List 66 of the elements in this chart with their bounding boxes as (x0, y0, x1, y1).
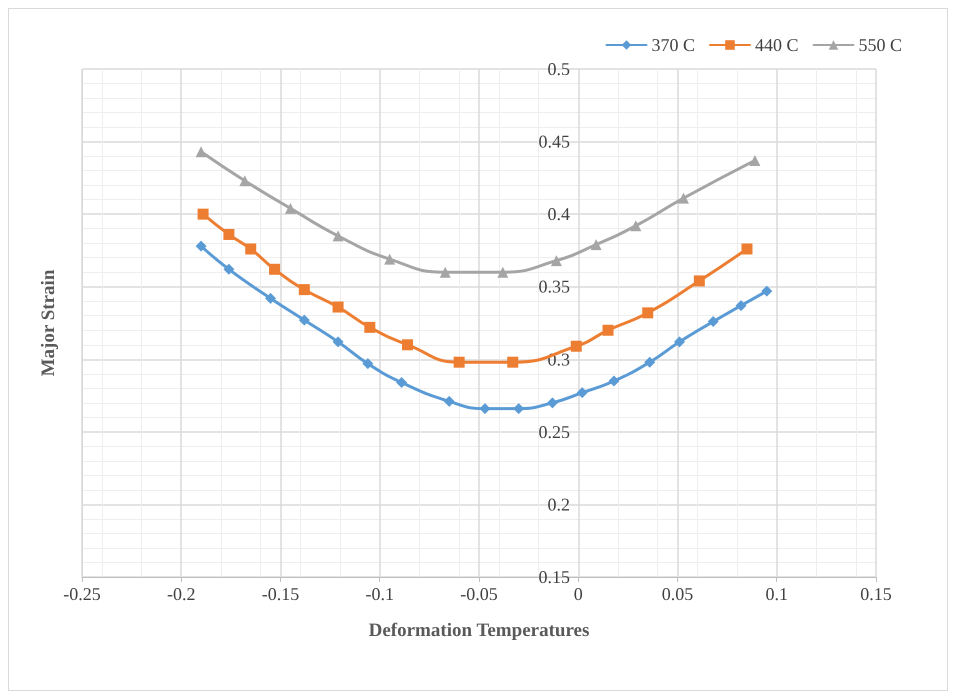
point (196, 240, 207, 252)
x-tick-label: -0.15 (262, 584, 300, 604)
point (454, 356, 465, 368)
point (396, 377, 408, 388)
point (332, 230, 344, 242)
point (223, 228, 234, 240)
y-tick-label: 0.45 (538, 132, 570, 152)
point (576, 387, 588, 398)
x-tick-label: -0.1 (366, 584, 394, 604)
point (440, 266, 451, 278)
y-tick-label: 0.25 (538, 422, 570, 442)
y-tick-label: 0.2 (548, 494, 570, 514)
point (741, 243, 752, 254)
x-tick-label: 0.05 (662, 584, 694, 604)
point (678, 192, 689, 204)
point (196, 146, 207, 158)
point (608, 376, 620, 387)
point (444, 396, 455, 407)
x-axis-title: Deformation Temperatures (368, 620, 590, 641)
point (402, 339, 414, 350)
point (245, 243, 256, 254)
point (630, 220, 642, 232)
point (590, 239, 602, 250)
legend-label: 550 C (858, 35, 902, 55)
point (223, 264, 234, 275)
point (674, 336, 685, 348)
point (384, 254, 396, 265)
point (298, 284, 310, 296)
y-tick-label: 0.15 (538, 567, 570, 587)
point (708, 316, 719, 328)
point (507, 356, 518, 368)
point (550, 255, 562, 266)
point (642, 307, 654, 318)
legend-label: 370 C (651, 35, 695, 55)
y-axis-title: Major Strain (38, 269, 59, 376)
point (602, 324, 614, 336)
point (694, 275, 705, 286)
point (332, 302, 344, 313)
x-tick-label: -0.05 (460, 584, 498, 604)
point (736, 300, 747, 312)
x-tick-label: 0 (574, 584, 583, 604)
x-tick-label: 0.1 (766, 584, 788, 604)
point (497, 266, 508, 278)
point (332, 336, 344, 348)
point (239, 175, 250, 186)
legend-label: 440 C (754, 35, 799, 55)
point (269, 264, 280, 275)
point (479, 403, 490, 414)
point (265, 292, 276, 304)
point (284, 202, 296, 214)
y-tick-label: 0.35 (538, 276, 570, 297)
point (749, 154, 760, 166)
point (364, 322, 376, 333)
point (570, 340, 582, 352)
point (513, 403, 524, 414)
point (362, 358, 374, 370)
x-tick-label: 0.15 (860, 584, 892, 604)
point (546, 397, 558, 408)
point (298, 314, 310, 326)
x-tick-label: -0.25 (63, 584, 101, 604)
x-tick-label: -0.2 (167, 584, 196, 604)
point (761, 286, 772, 297)
point (644, 356, 656, 368)
y-tick-label: 0.5 (548, 59, 570, 79)
point (198, 208, 209, 220)
y-tick-label: 0.4 (548, 204, 570, 224)
